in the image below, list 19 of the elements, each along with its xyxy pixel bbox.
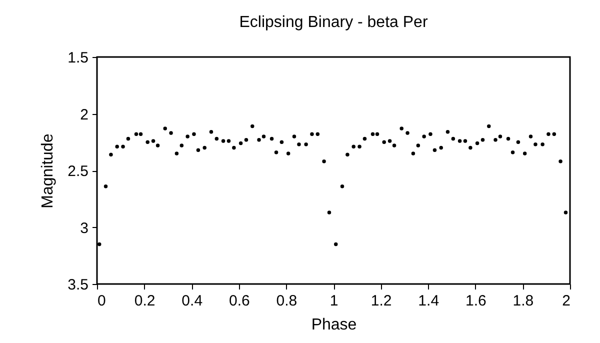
- x-tick-label: 0: [98, 292, 106, 310]
- x-tick-label: 1.8: [512, 292, 534, 310]
- x-tick-label: 2: [562, 292, 570, 310]
- y-axis-title: Magnitude: [40, 134, 57, 208]
- x-tick-label: 0.4: [182, 292, 203, 310]
- x-tick-label: 1.6: [465, 292, 486, 310]
- x-tick-label: 1.4: [418, 292, 440, 310]
- x-axis-title: Phase: [311, 316, 357, 334]
- y-tick-label: 3: [80, 220, 88, 237]
- x-tick-label: 1.2: [370, 292, 392, 310]
- y-tick-label: 3.5: [68, 276, 88, 294]
- x-tick-label: 0.2: [134, 292, 156, 310]
- x-tick-label: 1: [330, 292, 338, 310]
- y-tick-label: 1.5: [68, 50, 88, 66]
- x-tick-label: 0.6: [228, 292, 250, 310]
- y-tick-label: 2: [80, 106, 88, 124]
- y-tick-label: 2.5: [68, 163, 88, 180]
- chart-title: Eclipsing Binary - beta Per: [239, 14, 428, 31]
- x-tick-label: 0.8: [276, 292, 298, 310]
